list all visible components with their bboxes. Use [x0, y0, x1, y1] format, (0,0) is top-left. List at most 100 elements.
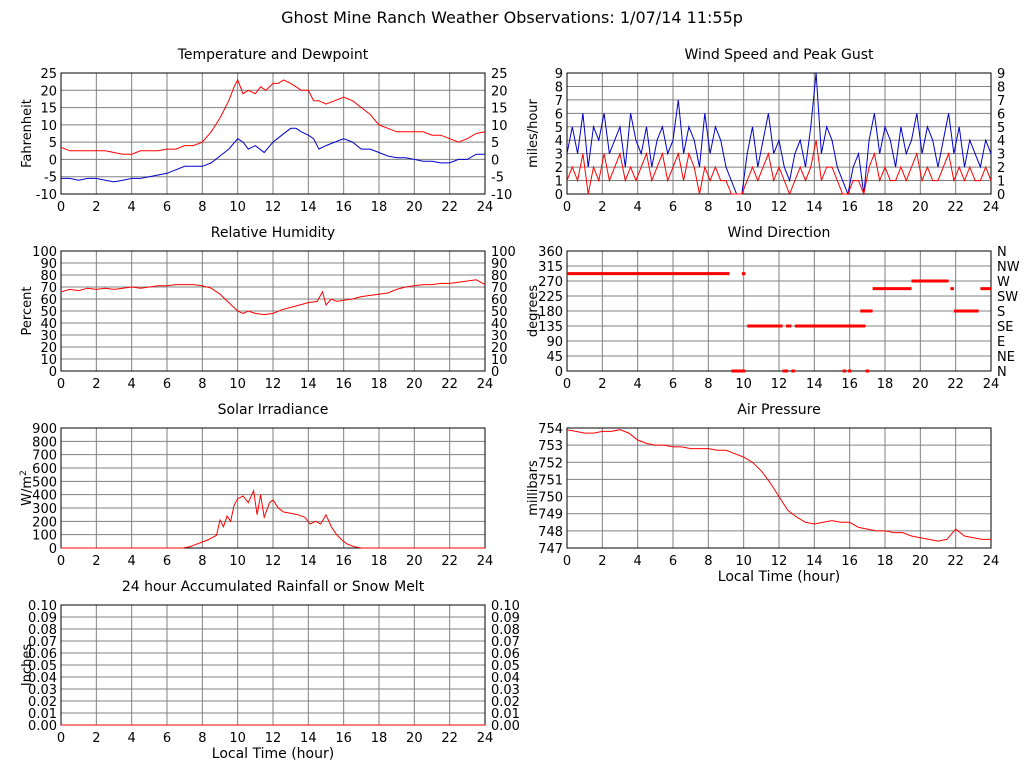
- y-tick-label: 30: [40, 329, 57, 344]
- x-tick-label: 0: [563, 554, 571, 569]
- chart-title: Relative Humidity: [211, 225, 335, 241]
- x-tick-label: 6: [163, 377, 171, 392]
- y-tick-label: 749: [538, 508, 563, 523]
- x-tick-label: 22: [441, 200, 458, 215]
- x-tick-label: 10: [735, 554, 752, 569]
- y-tick-label-right: 15: [491, 102, 508, 117]
- x-tick-label: 20: [406, 200, 423, 215]
- x-tick-label: 0: [57, 554, 65, 569]
- x-tick-label: 18: [371, 554, 388, 569]
- y-tick-label: 60: [40, 293, 57, 308]
- x-tick-label: 14: [806, 377, 823, 392]
- y-tick-label-right: 5: [997, 121, 1005, 136]
- y-tick-label: 9: [555, 67, 563, 82]
- chart-title: Solar Irradiance: [218, 402, 329, 418]
- y-tick-label-right: 0.08: [491, 623, 520, 638]
- y-tick-label: 315: [538, 260, 563, 275]
- x-tick-label: 4: [634, 554, 642, 569]
- x-tick-label: 12: [771, 377, 788, 392]
- y-tick-label: 700: [32, 449, 57, 464]
- y-tick-label: 0.03: [28, 683, 57, 698]
- x-tick-label: 0: [563, 200, 571, 215]
- x-tick-label: 14: [806, 554, 823, 569]
- x-axis-label: Local Time (hour): [212, 746, 334, 762]
- x-tick-label: 16: [335, 554, 352, 569]
- x-tick-label: 2: [598, 554, 606, 569]
- x-tick-label: 2: [92, 377, 100, 392]
- y-tick-label-right: 0.06: [491, 647, 520, 662]
- x-tick-label: 14: [806, 200, 823, 215]
- y-tick-label-right: SE: [997, 320, 1013, 335]
- x-tick-label: 24: [477, 554, 494, 569]
- chart-title: 24 hour Accumulated Rainfall or Snow Mel…: [122, 579, 425, 595]
- chart-temperature: Temperature and Dewpoint-10-50510152025-…: [20, 47, 512, 215]
- y-tick-label-right: 0.04: [491, 671, 520, 686]
- x-tick-label: 10: [229, 200, 246, 215]
- x-tick-label: 4: [634, 377, 642, 392]
- y-tick-label: 20: [40, 84, 57, 99]
- y-tick-label-right: 4: [997, 134, 1005, 149]
- x-tick-label: 8: [198, 377, 206, 392]
- x-tick-label: 14: [300, 731, 317, 746]
- x-tick-label: 6: [669, 200, 677, 215]
- y-tick-label-right: 60: [491, 293, 508, 308]
- y-tick-label-right: 70: [491, 281, 508, 296]
- series-line-red: [60, 279, 486, 316]
- y-axis-label: miles/hour: [526, 98, 541, 167]
- x-tick-label: 10: [735, 200, 752, 215]
- y-tick-label: 8: [555, 80, 563, 95]
- chart-wind-speed: Wind Speed and Peak Gust0123456789012345…: [526, 47, 1005, 215]
- y-tick-label: 0.01: [28, 707, 57, 722]
- y-tick-label: 0.06: [28, 647, 57, 662]
- y-tick-label: 400: [32, 489, 57, 504]
- y-tick-label-right: 0.02: [491, 695, 520, 710]
- y-axis-label: degrees: [526, 285, 541, 338]
- chart-wind-direction: Wind Direction04590135180225270315360NNE…: [526, 225, 1020, 392]
- x-tick-label: 16: [841, 200, 858, 215]
- y-tick-label: 748: [538, 525, 563, 540]
- y-axis-label-superscript: 2: [19, 470, 29, 476]
- y-axis-label: Fahrenheit: [20, 99, 35, 168]
- y-tick-label: 751: [538, 473, 563, 488]
- y-tick-label: 0: [49, 365, 57, 380]
- x-tick-label: 22: [947, 377, 964, 392]
- y-tick-label-right: 20: [491, 341, 508, 356]
- y-tick-label: 25: [40, 67, 57, 82]
- x-tick-label: 16: [335, 377, 352, 392]
- x-tick-label: 14: [300, 554, 317, 569]
- page-title: Ghost Mine Ranch Weather Observations: 1…: [281, 8, 743, 27]
- y-tick-label: 753: [538, 439, 563, 454]
- plot-frame: [60, 72, 486, 195]
- y-tick-label-right: SW: [997, 290, 1018, 305]
- plot-frame: [566, 72, 992, 195]
- x-tick-label: 2: [92, 200, 100, 215]
- y-tick-label: 40: [40, 317, 57, 332]
- y-tick-label: 300: [32, 502, 57, 517]
- x-tick-label: 22: [441, 377, 458, 392]
- y-tick-label: 15: [40, 102, 57, 117]
- chart-solar: Solar Irradiance010020030040050060070080…: [19, 402, 493, 569]
- y-tick-label: 0: [49, 542, 57, 557]
- y-tick-label-right: 0.03: [491, 683, 520, 698]
- y-tick-label-right: -10: [491, 188, 512, 203]
- y-tick-label: 5: [555, 121, 563, 136]
- y-tick-label-right: 8: [997, 80, 1005, 95]
- x-tick-label: 18: [371, 200, 388, 215]
- x-tick-label: 6: [669, 554, 677, 569]
- y-tick-label: 45: [546, 350, 563, 365]
- y-tick-label-right: 3: [997, 148, 1005, 163]
- y-tick-label-right: 10: [491, 353, 508, 368]
- y-tick-label: 0.10: [28, 599, 57, 614]
- x-tick-label: 8: [198, 731, 206, 746]
- y-tick-label-right: NE: [997, 350, 1015, 365]
- y-tick-label: 800: [32, 435, 57, 450]
- x-tick-label: 22: [947, 200, 964, 215]
- y-tick-label: 10: [40, 353, 57, 368]
- y-tick-label: 754: [538, 422, 563, 437]
- y-tick-label: 80: [40, 269, 57, 284]
- x-tick-label: 16: [335, 731, 352, 746]
- x-tick-label: 6: [163, 554, 171, 569]
- y-tick-label: 0.00: [28, 719, 57, 734]
- x-tick-label: 24: [477, 377, 494, 392]
